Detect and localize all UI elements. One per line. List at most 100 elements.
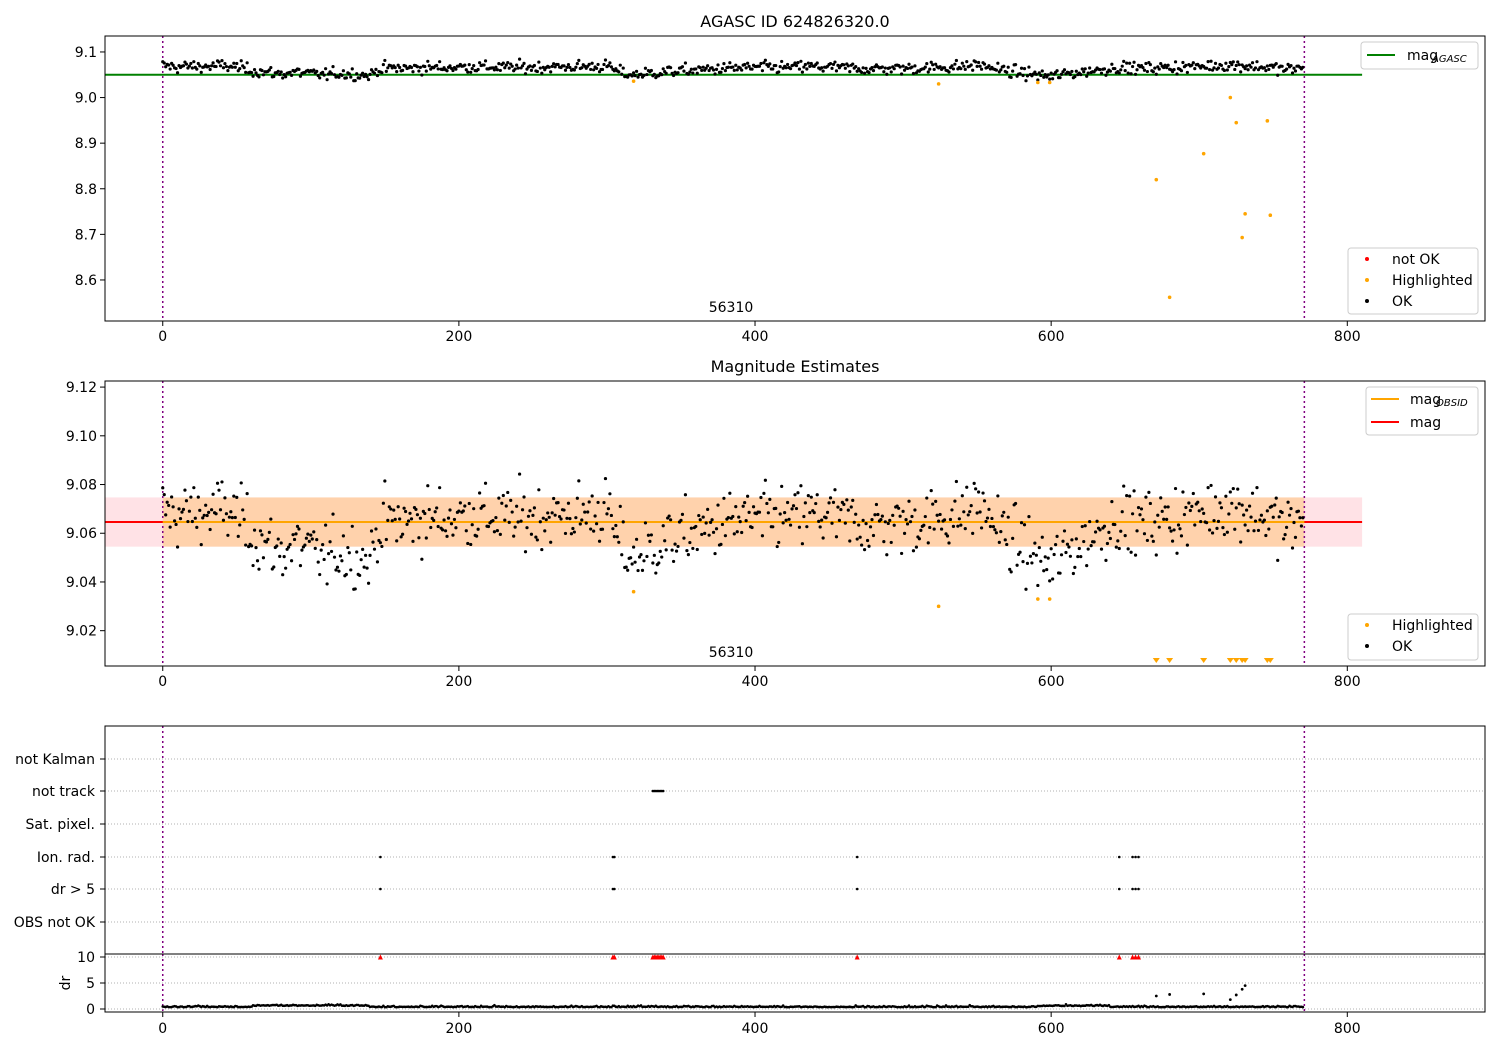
ok-point (931, 502, 935, 506)
ok-point (1224, 494, 1228, 498)
ok-point (645, 72, 649, 77)
ok-point (1043, 555, 1047, 559)
ok-point (676, 544, 680, 549)
ok-point (694, 67, 698, 71)
ok-point (372, 71, 377, 75)
ok-point (763, 478, 767, 482)
legend-label: Highlighted (1392, 273, 1473, 289)
ok-point (1181, 490, 1185, 494)
ok-point (994, 68, 998, 72)
flag-point (1131, 855, 1134, 859)
ok-point (1253, 519, 1258, 523)
ok-point (643, 521, 648, 525)
magnitude-lower-legend: Highlighted OK (1347, 613, 1479, 661)
ok-point (1034, 72, 1038, 76)
ok-point (458, 501, 462, 505)
dr-outlier-point (1243, 984, 1247, 987)
ok-point (1210, 531, 1215, 535)
ok-point (900, 551, 904, 556)
ok-point (1207, 67, 1212, 72)
ok-point (1082, 539, 1086, 544)
ok-point (592, 68, 596, 72)
ok-point (448, 64, 452, 68)
ok-point (1145, 538, 1150, 543)
ok-point (417, 69, 421, 73)
ok-point (584, 521, 588, 525)
ok-point (1159, 496, 1163, 500)
ok-point (1123, 533, 1127, 538)
ok-point (1133, 72, 1138, 76)
ok-point (1256, 528, 1261, 533)
ok-point (706, 64, 710, 68)
ok-point (620, 553, 624, 557)
dr-point (1063, 1004, 1066, 1008)
ok-point (713, 72, 717, 76)
ok-point (1136, 506, 1141, 510)
ok-point (777, 70, 781, 74)
ok-point (1055, 69, 1059, 73)
ok-point (1219, 63, 1224, 68)
ok-point (543, 529, 547, 533)
ok-point (221, 66, 226, 70)
ok-point (1054, 542, 1058, 547)
highlighted-point (936, 82, 941, 86)
ok-point (522, 495, 526, 499)
ok-point (857, 67, 861, 71)
ok-point (778, 64, 782, 69)
ok-point (184, 499, 189, 503)
ok-point (926, 70, 930, 74)
ok-point (1301, 516, 1305, 520)
dr-tick-label: 5 (86, 976, 95, 992)
ok-point (762, 491, 766, 495)
ok-point (960, 61, 964, 65)
ok-point (765, 501, 769, 506)
ok-point (671, 559, 676, 564)
ok-point (788, 67, 793, 71)
ok-point (181, 64, 186, 68)
ok-point (663, 539, 667, 543)
ok-point (1287, 513, 1292, 517)
ok-point (402, 506, 406, 510)
ok-point (309, 533, 313, 537)
ok-point (686, 72, 690, 76)
ok-point (469, 542, 473, 547)
dr-outlier-point (1234, 993, 1238, 997)
ok-point (1249, 65, 1253, 69)
ok-point (1276, 73, 1280, 77)
ok-point (898, 514, 902, 518)
ok-point (461, 509, 465, 513)
ok-point (1270, 504, 1274, 508)
ok-point (851, 498, 855, 502)
ok-point (1162, 517, 1166, 521)
ok-point (341, 69, 345, 73)
ok-point (1039, 73, 1043, 78)
ok-point (1289, 506, 1293, 511)
ok-point (562, 508, 566, 512)
ok-point (1199, 519, 1203, 524)
ok-point (651, 561, 655, 565)
ok-point (249, 70, 254, 75)
ok-point (452, 517, 457, 522)
ok-point (757, 510, 762, 514)
ok-point (954, 479, 958, 484)
ok-point (959, 67, 963, 71)
ok-point (1188, 508, 1192, 513)
ok-point (405, 522, 409, 526)
ok-point (202, 513, 206, 517)
ok-point (497, 496, 501, 500)
ok-point (1157, 67, 1161, 71)
ok-point (383, 479, 387, 483)
ok-point (1284, 525, 1289, 529)
ok-point (861, 66, 865, 70)
ok-point (1144, 495, 1148, 499)
ok-point (380, 71, 384, 75)
ok-point (722, 62, 726, 66)
ok-point (574, 516, 578, 520)
ok-point (346, 545, 350, 550)
ok-point (814, 501, 818, 506)
ok-point (774, 63, 778, 68)
ok-point (497, 62, 501, 66)
highlighted-point (1047, 597, 1052, 601)
ok-point (467, 63, 471, 67)
ok-point (288, 70, 292, 74)
